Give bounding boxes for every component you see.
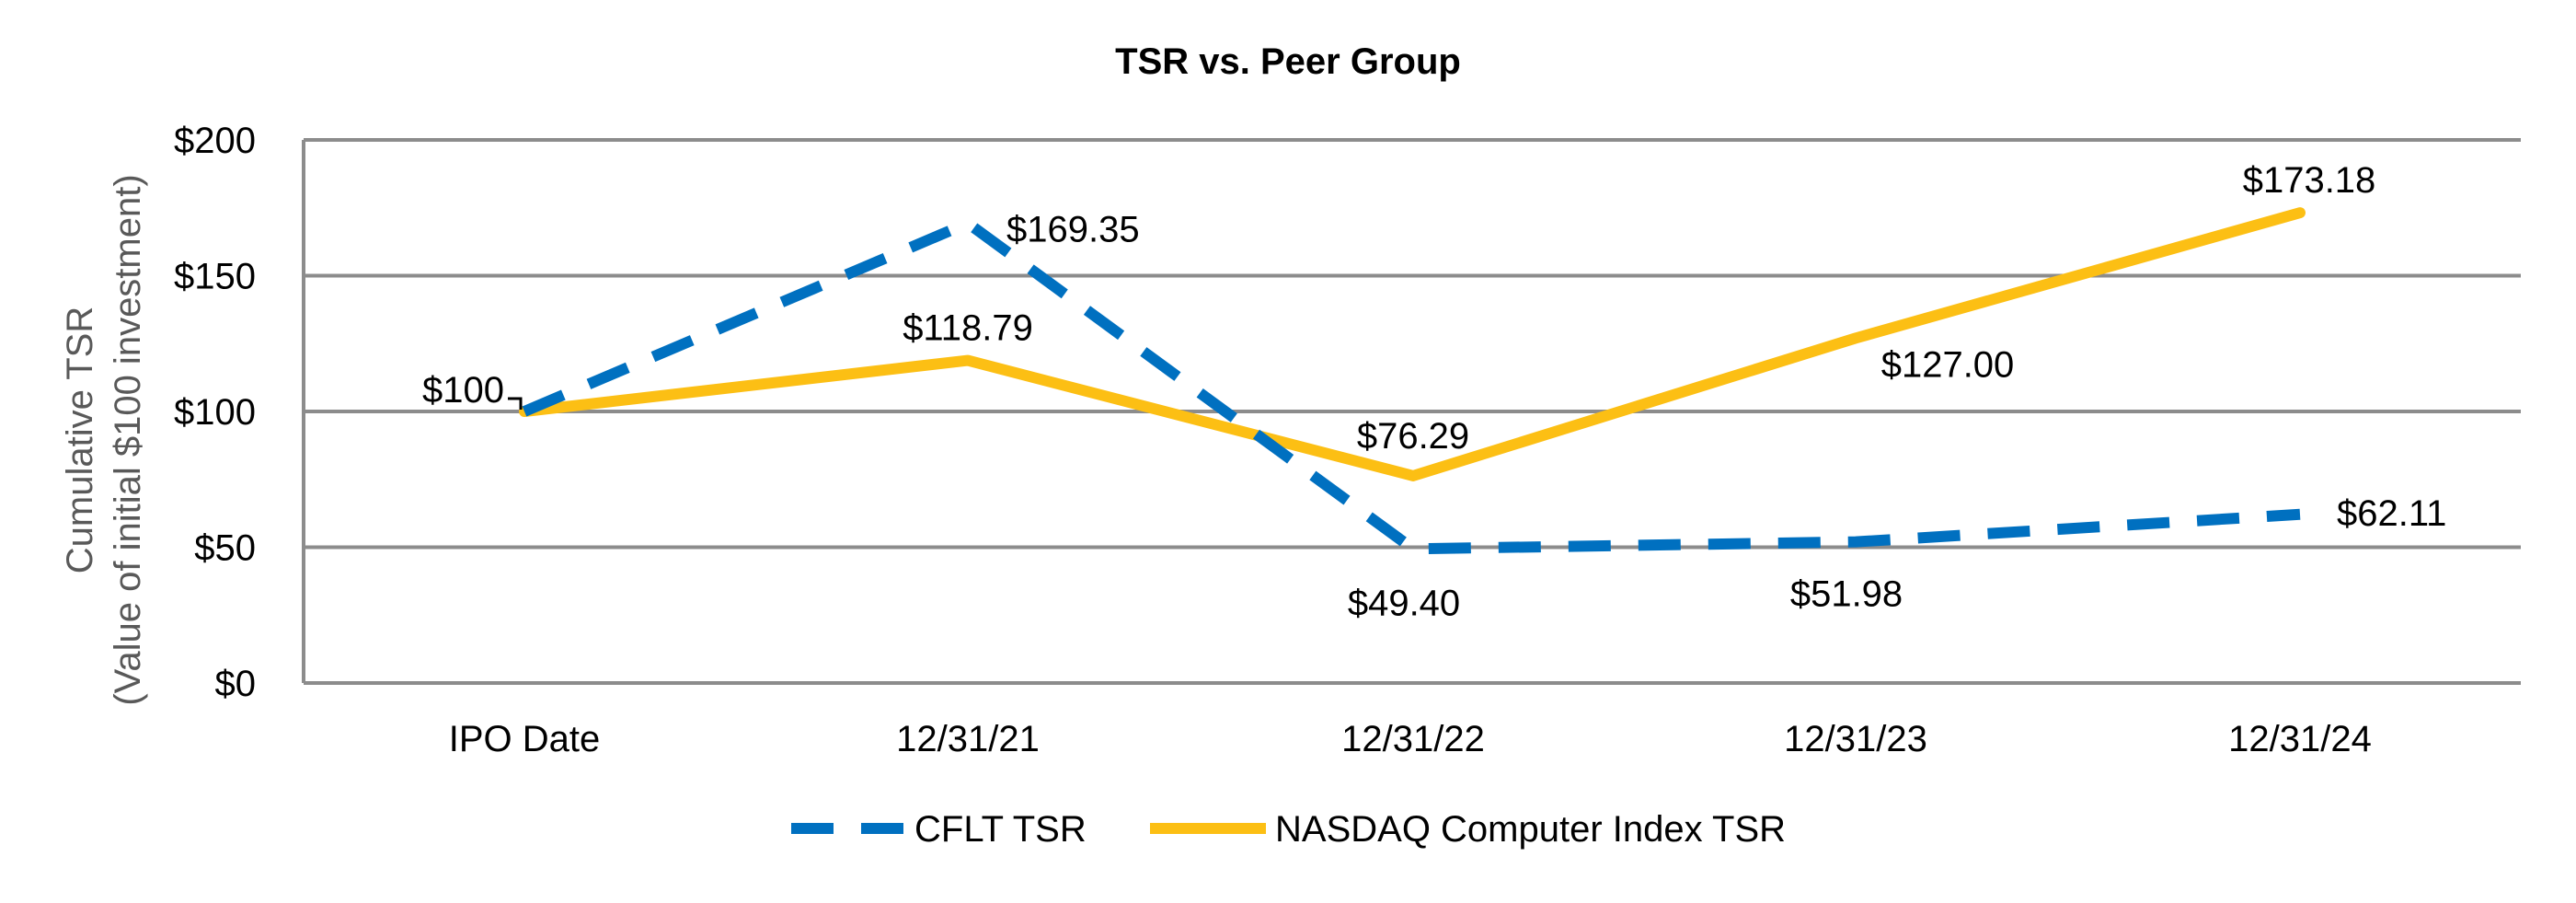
cflt-data-label: $51.98 (1790, 574, 1903, 615)
gridlines (302, 138, 2521, 685)
nasdaq-data-label: $118.79 (903, 308, 1033, 349)
legend-label-cflt: CFLT TSR (914, 809, 1087, 850)
y-axis-label: Cumulative TSR (Value of initial $100 in… (60, 174, 148, 705)
label-leader-line (508, 397, 523, 410)
x-tick-label: 12/31/21 (896, 719, 1040, 759)
y-tick-label: $0 (215, 664, 257, 704)
x-tick-label: 12/31/23 (1784, 719, 1927, 759)
y-tick-label: $150 (174, 257, 256, 297)
y-tick-label: $50 (194, 528, 256, 569)
cflt-data-label: $49.40 (1348, 583, 1460, 623)
series-lines (519, 207, 2306, 555)
y-tick-label: $200 (174, 121, 256, 161)
chart-title: TSR vs. Peer Group (1115, 41, 1461, 82)
y-axis-label-line1: Cumulative TSR (60, 307, 100, 573)
nasdaq-data-label: $76.29 (1357, 416, 1469, 457)
y-axis-ticks: $0 $50 $100 $150 $200 (174, 121, 256, 704)
cflt-data-label: $169.35 (1006, 209, 1140, 249)
nasdaq-data-label: $127.00 (1881, 344, 2015, 385)
y-tick-label: $100 (174, 392, 256, 433)
x-tick-label: IPO Date (449, 719, 601, 759)
data-labels: $100 $169.35 $49.40 $51.98 $62.11 $118.79 $76.… (422, 160, 2446, 623)
x-axis-ticks: IPO Date 12/31/21 12/31/22 12/31/23 12/31/24 (449, 719, 2372, 759)
x-tick-label: 12/31/22 (1341, 719, 1485, 759)
y-axis-label-line2: (Value of initial $100 investment) (108, 174, 148, 705)
x-tick-label: 12/31/24 (2228, 719, 2372, 759)
cflt-tsr-line (522, 217, 2301, 555)
legend-label-nasdaq: NASDAQ Computer Index TSR (1275, 809, 1786, 850)
nasdaq-data-label: $173.18 (2243, 160, 2376, 201)
legend: CFLT TSR NASDAQ Computer Index TSR (791, 809, 1786, 850)
cflt-data-label: $100 (422, 370, 504, 411)
nasdaq-computer-index-line (519, 207, 2306, 481)
cflt-data-label: $62.11 (2337, 493, 2446, 534)
